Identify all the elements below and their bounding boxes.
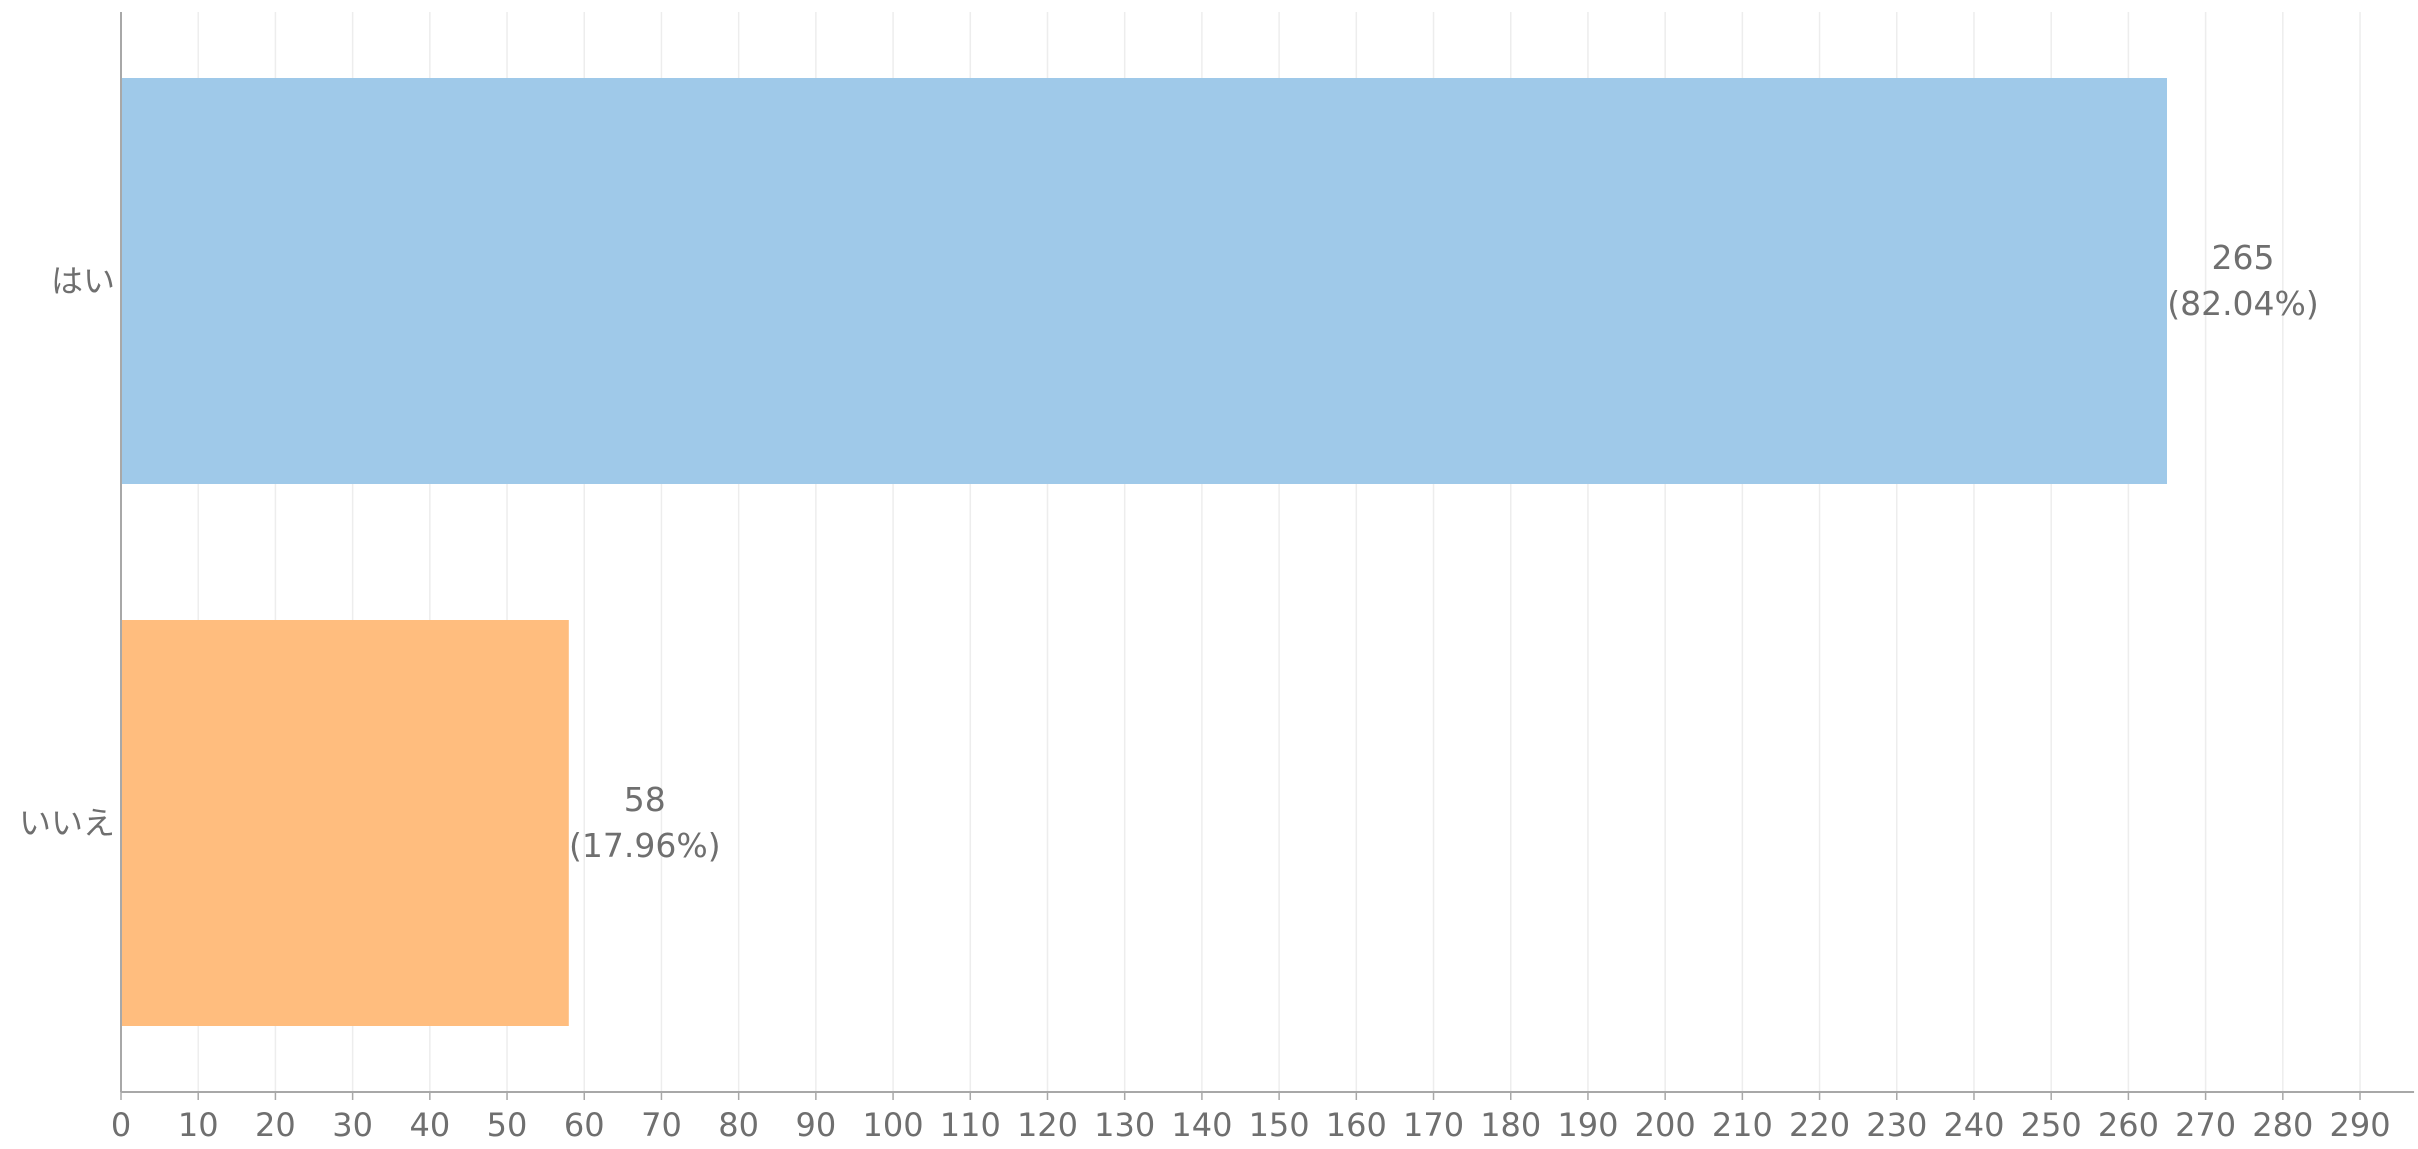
x-tick-label: 140 — [1171, 1106, 1232, 1144]
x-tick-label: 290 — [2329, 1106, 2390, 1144]
x-tick-label: 60 — [564, 1106, 605, 1144]
x-tick-label: 270 — [2175, 1106, 2236, 1144]
x-tick-label: 80 — [718, 1106, 759, 1144]
x-tick-label: 230 — [1866, 1106, 1927, 1144]
x-tick-label: 40 — [409, 1106, 450, 1144]
x-tick-label: 20 — [255, 1106, 296, 1144]
x-tick-label: 240 — [1943, 1106, 2004, 1144]
x-tick-label: 250 — [2021, 1106, 2082, 1144]
x-tick-label: 100 — [863, 1106, 924, 1144]
x-tick-label: 90 — [796, 1106, 837, 1144]
x-tick-label: 200 — [1635, 1106, 1696, 1144]
x-tick-label: 30 — [332, 1106, 373, 1144]
x-tick-label: 50 — [487, 1106, 528, 1144]
y-category-label: いいえ — [19, 804, 115, 842]
labels: 0 10 20 30 40 50 60 70 80 90 100 110 120 130 140 150 160… — [19, 238, 2391, 1144]
x-tick-label: 120 — [1017, 1106, 1078, 1144]
x-tick-label: 130 — [1094, 1106, 1155, 1144]
x-tick-label: 110 — [940, 1106, 1001, 1144]
bar-value-label: 58 — [624, 780, 666, 819]
bar-value-label: 265 — [2212, 238, 2275, 277]
x-tick-label: 170 — [1403, 1106, 1464, 1144]
axes — [120, 12, 2415, 1100]
x-tick-label: 70 — [641, 1106, 682, 1144]
x-tick-label: 220 — [1789, 1106, 1850, 1144]
x-tick-label: 190 — [1557, 1106, 1618, 1144]
x-tick-label: 180 — [1480, 1106, 1541, 1144]
x-tick-label: 210 — [1712, 1106, 1773, 1144]
x-tick-label: 260 — [2098, 1106, 2159, 1144]
y-category-label: はい — [51, 262, 115, 300]
bar-percent-label: (17.96%) — [569, 826, 721, 865]
x-tick-label: 0 — [111, 1106, 131, 1144]
bar-percent-label: (82.04%) — [2167, 284, 2319, 323]
x-tick-label: 150 — [1249, 1106, 1310, 1144]
x-tick-label: 160 — [1326, 1106, 1387, 1144]
x-tick-label: 280 — [2252, 1106, 2313, 1144]
bar — [121, 78, 2167, 484]
bar — [121, 620, 569, 1026]
bars — [121, 78, 2167, 1026]
x-tick-label: 10 — [178, 1106, 219, 1144]
